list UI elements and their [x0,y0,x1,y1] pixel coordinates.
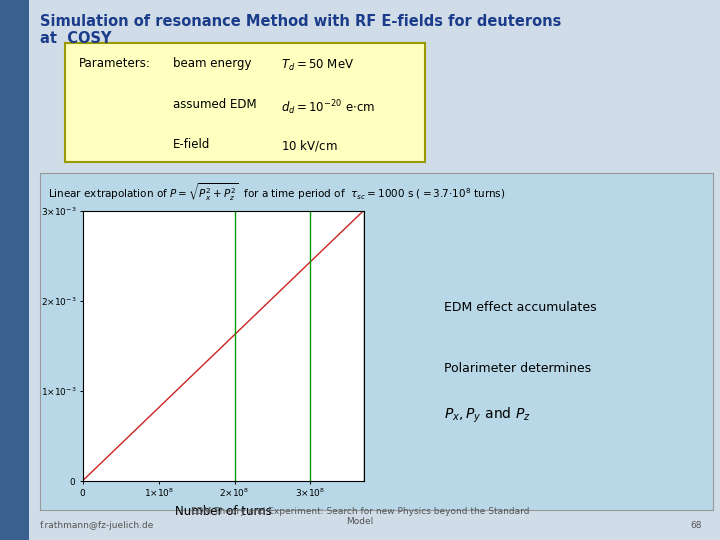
Text: EDM Theory and Experiment: Search for new Physics beyond the Standard
Model: EDM Theory and Experiment: Search for ne… [191,507,529,526]
Text: assumed EDM: assumed EDM [173,98,256,111]
Text: $10\ \mathrm{kV/cm}$: $10\ \mathrm{kV/cm}$ [281,138,338,153]
Text: E-field: E-field [173,138,210,151]
Text: Parameters:: Parameters: [79,57,151,70]
X-axis label: Number of turns: Number of turns [175,505,271,518]
Text: $T_d = 50\ \mathrm{MeV}$: $T_d = 50\ \mathrm{MeV}$ [281,57,354,72]
Text: beam energy: beam energy [173,57,251,70]
Text: $P_x, P_y\ \mathrm{and}\ P_z$: $P_x, P_y\ \mathrm{and}\ P_z$ [444,406,531,426]
Text: f.rathmann@fz-juelich.de: f.rathmann@fz-juelich.de [40,521,154,530]
Text: 68: 68 [690,521,702,530]
Text: Linear extrapolation of $P = \sqrt{P_x^2 + P_z^2}$  for a time period of  $\tau_: Linear extrapolation of $P = \sqrt{P_x^2… [48,181,505,202]
Text: EDM effect accumulates: EDM effect accumulates [444,301,596,314]
Text: Polarimeter determines: Polarimeter determines [444,362,590,375]
Text: at  COSY: at COSY [40,31,111,46]
Text: Simulation of resonance Method with RF E-fields for deuterons: Simulation of resonance Method with RF E… [40,14,561,29]
Text: $d_d = 10^{-20}\ \mathrm{e{\cdot}cm}$: $d_d = 10^{-20}\ \mathrm{e{\cdot}cm}$ [281,98,375,117]
